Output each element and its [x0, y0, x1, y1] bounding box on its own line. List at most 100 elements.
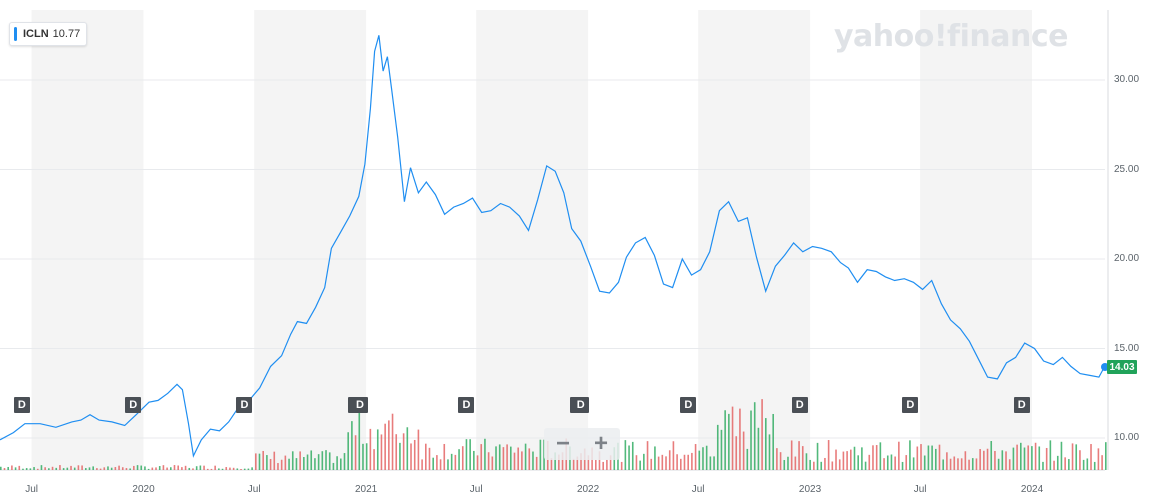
volume-bar: [1023, 447, 1026, 470]
volume-bar: [413, 439, 416, 470]
volume-bar: [702, 447, 704, 470]
volume-bar: [846, 451, 848, 470]
volume-bar: [36, 468, 39, 470]
volume-bar: [1038, 446, 1041, 470]
dividend-marker[interactable]: D: [680, 397, 697, 413]
volume-bar: [347, 432, 349, 470]
volume-bar: [1001, 450, 1004, 470]
volume-bar: [661, 454, 664, 470]
volume-bar: [295, 458, 298, 470]
volume-bar: [206, 468, 209, 470]
zoom-controls: − +: [544, 428, 620, 460]
volume-bar: [665, 456, 667, 470]
volume-bar: [1079, 450, 1081, 470]
volume-bar: [587, 455, 590, 470]
volume-bar: [724, 410, 726, 470]
dividend-marker[interactable]: D: [125, 397, 142, 413]
volume-bar: [85, 468, 87, 470]
last-price-dot: [1101, 363, 1109, 371]
dividend-marker[interactable]: D: [236, 397, 253, 413]
volume-bar: [997, 458, 1000, 470]
volume-bar: [480, 444, 483, 470]
volume-bar: [861, 447, 863, 470]
volume-bar: [938, 444, 941, 470]
zoom-out-button[interactable]: −: [555, 430, 570, 457]
dividend-marker[interactable]: D: [791, 397, 808, 413]
volume-bar: [147, 468, 150, 470]
volume-bar: [957, 458, 959, 470]
volume-bar: [358, 410, 361, 470]
x-tick-label: 2020: [132, 484, 155, 495]
volume-bar: [761, 399, 763, 470]
volume-bar: [340, 458, 342, 470]
volume-bar: [155, 467, 157, 470]
volume-bar: [181, 467, 183, 470]
volume-bar: [258, 453, 261, 470]
volume-bar: [787, 456, 789, 470]
volume-bar: [927, 445, 930, 470]
x-tick-label: Jul: [25, 484, 39, 495]
volume-bar: [783, 460, 786, 470]
volume-bar: [1082, 459, 1085, 470]
volume-bar: [384, 423, 386, 470]
x-tick-label: 2022: [576, 484, 600, 495]
volume-bar: [920, 444, 922, 470]
last-price-label: 14.03: [1107, 360, 1137, 374]
volume-bar: [680, 458, 682, 470]
dividend-marker[interactable]: D: [458, 397, 475, 413]
volume-bar: [447, 459, 449, 470]
period-band: [698, 10, 811, 470]
volume-bar: [170, 467, 172, 470]
volume-bar: [624, 440, 627, 470]
volume-bar: [251, 467, 253, 470]
dividend-marker[interactable]: D: [1013, 397, 1030, 413]
y-tick-label: 20.00: [1114, 253, 1140, 264]
volume-bar: [373, 449, 375, 470]
volume-bar: [395, 434, 398, 470]
x-tick-label: Jul: [247, 484, 261, 495]
volume-bar: [1071, 443, 1074, 470]
yahoo-finance-logo: yahoo!finance: [834, 19, 1068, 54]
volume-bar: [436, 455, 438, 470]
volume-bar: [114, 467, 117, 470]
volume-bar: [40, 465, 43, 470]
dividend-marker[interactable]: D: [902, 397, 919, 413]
dividend-marker[interactable]: D: [13, 397, 30, 413]
volume-bar: [266, 455, 268, 470]
volume-bar: [824, 457, 826, 470]
volume-bar: [177, 465, 179, 470]
volume-bar: [439, 459, 442, 470]
volume-bar: [66, 467, 69, 470]
volume-bar: [765, 418, 767, 470]
volume-bar: [11, 465, 13, 470]
volume-bar: [450, 453, 453, 470]
volume-bar: [768, 434, 771, 470]
volume-bar: [820, 461, 823, 470]
volume-bar: [262, 450, 264, 470]
volume-bar: [687, 454, 689, 470]
period-band: [31, 10, 144, 470]
zoom-in-button[interactable]: +: [593, 430, 608, 457]
volume-bar: [650, 458, 653, 470]
volume-bar: [55, 467, 58, 470]
volume-bar: [417, 429, 420, 470]
volume-bar: [1060, 441, 1063, 470]
volume-bar: [425, 443, 427, 470]
volume-bar: [77, 465, 80, 470]
dividend-marker[interactable]: D: [352, 397, 369, 413]
volume-bar: [1075, 444, 1078, 470]
volume-bar: [269, 458, 272, 470]
volume-bar: [720, 429, 723, 470]
volume-bar: [883, 458, 885, 470]
volume-bar: [654, 446, 656, 470]
volume-bar: [140, 465, 143, 470]
dividend-marker[interactable]: D: [572, 397, 589, 413]
volume-bar: [465, 439, 468, 470]
ticker-badge[interactable]: ICLN 10.77: [9, 22, 88, 46]
volume-bar: [173, 465, 176, 470]
volume-bar: [554, 452, 556, 470]
volume-bar: [3, 468, 6, 470]
volume-bar: [73, 467, 76, 470]
volume-bar: [232, 467, 235, 470]
